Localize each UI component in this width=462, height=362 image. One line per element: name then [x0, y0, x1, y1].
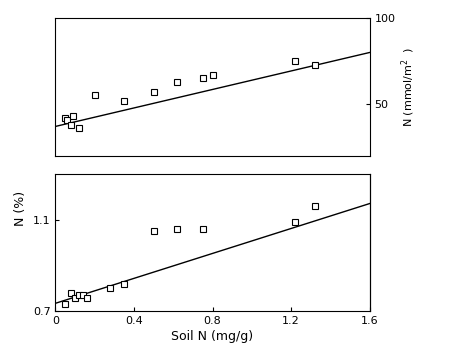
Text: N (%): N (%): [14, 190, 27, 226]
X-axis label: Soil N (mg/g): Soil N (mg/g): [171, 331, 254, 343]
Y-axis label: N (mmol/m$^{2}$  ): N (mmol/m$^{2}$ ): [400, 47, 417, 127]
